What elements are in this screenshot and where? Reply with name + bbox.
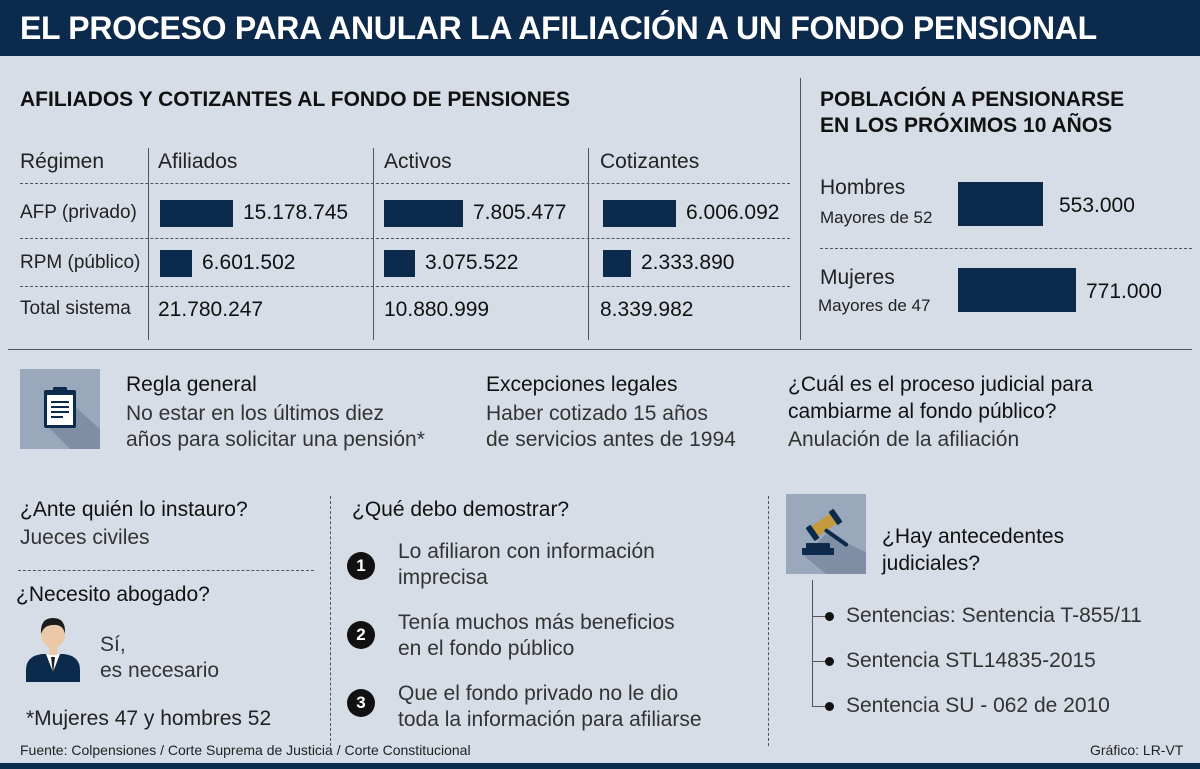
hombres-sublabel: Mayores de 52 <box>820 208 933 227</box>
clipboard-icon <box>20 369 100 449</box>
value-label-afiliados-afp: 15.178.745 <box>243 201 349 224</box>
regla-line-1: No estar en los últimos diez <box>126 402 384 425</box>
total-activos: 10.880.999 <box>384 298 490 321</box>
column-divider <box>768 496 769 746</box>
step-2-line-2: en el fondo público <box>398 637 575 660</box>
value-label-cotizantes-rpm: 2.333.890 <box>641 251 735 274</box>
bar-afiliados-rpm <box>160 250 192 277</box>
row-divider <box>18 570 314 571</box>
proceso-question-line-2: cambiarme al fondo público? <box>788 400 1057 423</box>
sentencia-item-2: Sentencia STL14835-2015 <box>846 649 1096 672</box>
tree-line <box>812 580 813 706</box>
proceso-question-line-1: ¿Cuál es el proceso judicial para <box>788 373 1093 396</box>
value-label-mujeres: 771.000 <box>1086 280 1162 303</box>
tree-branch <box>812 661 828 662</box>
antecedentes-question-line-1: ¿Hay antecedentes <box>882 525 1065 548</box>
population-chart-title-line2: EN LOS PRÓXIMOS 10 AÑOS <box>820 114 1113 137</box>
sentencia-item-3: Sentencia SU - 062 de 2010 <box>846 694 1110 717</box>
abogado-question: ¿Necesito abogado? <box>16 583 210 606</box>
source-note: Fuente: Colpensiones / Corte Suprema de … <box>20 742 471 758</box>
sentencia-item-1: Sentencias: Sentencia T-855/11 <box>846 604 1142 627</box>
step-number-2: 2 <box>347 621 375 649</box>
step-number-1: 1 <box>347 552 375 580</box>
col-header-activos: Activos <box>384 150 452 173</box>
value-label-cotizantes-afp: 6.006.092 <box>686 201 780 224</box>
total-cotizantes: 8.339.982 <box>600 298 694 321</box>
col-header-afiliados: Afiliados <box>158 150 238 173</box>
step-3-line-2: toda la información para afiliarse <box>398 708 702 731</box>
abogado-answer-line-2: es necesario <box>100 659 220 682</box>
col-header-cotizantes: Cotizantes <box>600 150 700 173</box>
ante-question: ¿Ante quién lo instauro? <box>20 498 248 521</box>
value-label-hombres: 553.000 <box>1059 194 1135 217</box>
excepciones-title: Excepciones legales <box>486 373 678 396</box>
lawyer-icon <box>22 612 84 682</box>
column-divider <box>373 148 374 340</box>
section-divider <box>800 78 801 340</box>
demostrar-question: ¿Qué debo demostrar? <box>352 498 570 521</box>
ante-answer: Jueces civiles <box>20 526 150 549</box>
row-divider <box>20 183 790 184</box>
bullet-dot <box>825 657 834 666</box>
bar-afiliados-afp <box>160 200 233 227</box>
mujeres-sublabel: Mayores de 47 <box>818 296 931 315</box>
bottom-band <box>0 763 1200 769</box>
row-divider <box>20 286 790 287</box>
excepciones-line-2: de servicios antes de 1994 <box>486 428 736 451</box>
horizontal-divider <box>8 349 1192 350</box>
col-header-regimen: Régimen <box>20 150 105 173</box>
regla-title: Regla general <box>126 373 257 396</box>
bullet-dot <box>825 612 834 621</box>
mujeres-label: Mujeres <box>820 266 895 289</box>
step-number-3: 3 <box>347 689 375 717</box>
bar-cotizantes-rpm <box>603 250 631 277</box>
bar-activos-afp <box>384 200 463 227</box>
page-title: EL PROCESO PARA ANULAR LA AFILIACIÓN A U… <box>0 0 1200 56</box>
row-label-total: Total sistema <box>20 298 131 319</box>
step-1-line-1: Lo afiliaron con información <box>398 540 655 563</box>
population-chart-title-line1: POBLACIÓN A PENSIONARSE <box>820 88 1125 111</box>
value-label-activos-rpm: 3.075.522 <box>425 251 519 274</box>
value-label-activos-afp: 7.805.477 <box>473 201 567 224</box>
tree-branch <box>812 706 828 707</box>
antecedentes-question-line-2: judiciales? <box>882 552 981 575</box>
row-divider <box>20 238 790 239</box>
age-note: *Mujeres 47 y hombres 52 <box>26 707 272 730</box>
step-3-line-1: Que el fondo privado no le dio <box>398 682 679 705</box>
column-divider <box>148 148 149 340</box>
bar-activos-rpm <box>384 250 415 277</box>
row-label-rpm: RPM (público) <box>20 252 141 273</box>
regla-line-2: años para solicitar una pensión* <box>126 428 425 451</box>
step-1-line-2: imprecisa <box>398 566 488 589</box>
abogado-answer-line-1: Sí, <box>100 633 126 656</box>
bar-hombres <box>958 182 1043 226</box>
total-afiliados: 21.780.247 <box>158 298 264 321</box>
value-label-afiliados-rpm: 6.601.502 <box>202 251 296 274</box>
row-divider <box>820 248 1192 249</box>
excepciones-line-1: Haber cotizado 15 años <box>486 402 708 425</box>
row-label-afp: AFP (privado) <box>20 202 137 223</box>
column-divider <box>330 496 331 746</box>
proceso-answer: Anulación de la afiliación <box>788 428 1020 451</box>
tree-branch <box>812 616 828 617</box>
gavel-icon <box>786 494 866 574</box>
credit-note: Gráfico: LR-VT <box>1090 742 1184 758</box>
bar-mujeres <box>958 268 1076 312</box>
step-2-line-1: Tenía muchos más beneficios <box>398 611 675 634</box>
table-chart-title: AFILIADOS Y COTIZANTES AL FONDO DE PENSI… <box>20 88 570 111</box>
column-divider <box>588 148 589 340</box>
hombres-label: Hombres <box>820 176 906 199</box>
bar-cotizantes-afp <box>603 200 676 227</box>
bullet-dot <box>825 702 834 711</box>
